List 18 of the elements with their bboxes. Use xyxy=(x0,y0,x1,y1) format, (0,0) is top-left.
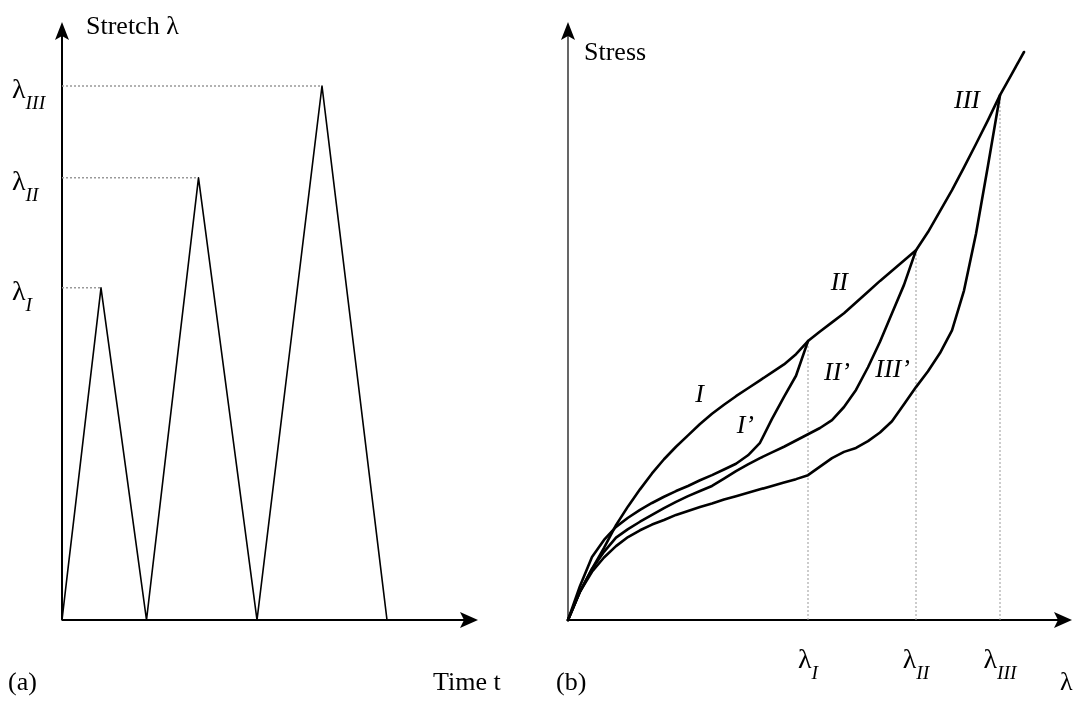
x-axis-title: Time t xyxy=(433,667,502,696)
y-axis-title: Stretch λ xyxy=(86,11,180,40)
annotation: II xyxy=(829,267,850,297)
series-label: II’ xyxy=(823,356,850,386)
ref-line-label: λ$_{I}$ xyxy=(12,274,34,315)
annotation: I xyxy=(694,378,706,408)
series-label: I’ xyxy=(735,409,754,439)
series-label: III’ xyxy=(874,354,910,384)
text: (b) xyxy=(556,667,587,696)
x-tick-label: λ$_{II}$ xyxy=(902,643,931,683)
x-axis-title: λ xyxy=(1060,667,1073,696)
annotation: III xyxy=(953,85,982,115)
y-axis-title: Stress xyxy=(584,37,647,66)
ref-line-label: λ$_{II}$ xyxy=(12,164,41,205)
x-tick-label: λ$_{I}$ xyxy=(797,643,820,683)
ref-line-label: λ$_{III}$ xyxy=(12,73,47,113)
text: (a) xyxy=(8,667,37,696)
x-tick-label: λ$_{III}$ xyxy=(983,643,1019,683)
